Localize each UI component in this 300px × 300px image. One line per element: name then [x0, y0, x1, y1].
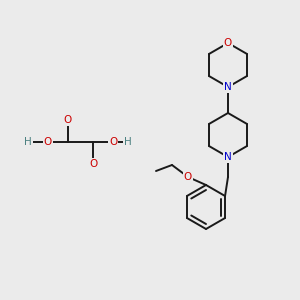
Text: N: N: [224, 152, 232, 162]
Text: O: O: [89, 159, 97, 169]
Text: N: N: [224, 82, 232, 92]
Text: O: O: [44, 137, 52, 147]
Text: H: H: [24, 137, 32, 147]
Text: H: H: [124, 137, 132, 147]
Text: O: O: [184, 172, 192, 182]
Text: O: O: [64, 115, 72, 125]
Text: O: O: [109, 137, 117, 147]
Text: O: O: [224, 38, 232, 48]
